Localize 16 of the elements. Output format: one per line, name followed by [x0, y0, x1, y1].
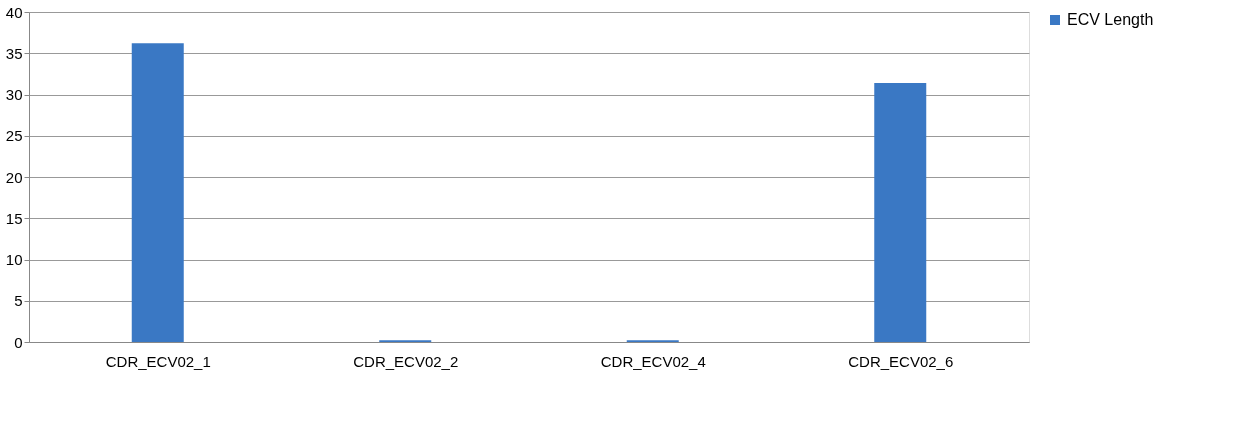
y-tick-label: 15	[5, 209, 23, 227]
x-tick-label: CDR_ECV02_2	[353, 352, 459, 370]
x-tick-label: CDR_ECV02_4	[600, 352, 706, 370]
bar	[874, 82, 927, 342]
y-tick-label: 25	[5, 127, 23, 145]
x-tick-label: CDR_ECV02_1	[105, 352, 211, 370]
y-tick-label: 5	[14, 292, 23, 310]
y-tick-label: 20	[5, 168, 23, 186]
legend-label: ECV Length	[1067, 11, 1154, 28]
y-tick-label: 40	[5, 3, 23, 21]
y-tick-label: 30	[5, 86, 23, 103]
bar	[131, 43, 184, 342]
x-tick-label: CDR_ECV02_6	[848, 352, 954, 370]
y-tick-label: 10	[5, 251, 23, 268]
y-tick-label: 35	[5, 44, 23, 62]
y-tick-label: 0	[14, 333, 23, 351]
